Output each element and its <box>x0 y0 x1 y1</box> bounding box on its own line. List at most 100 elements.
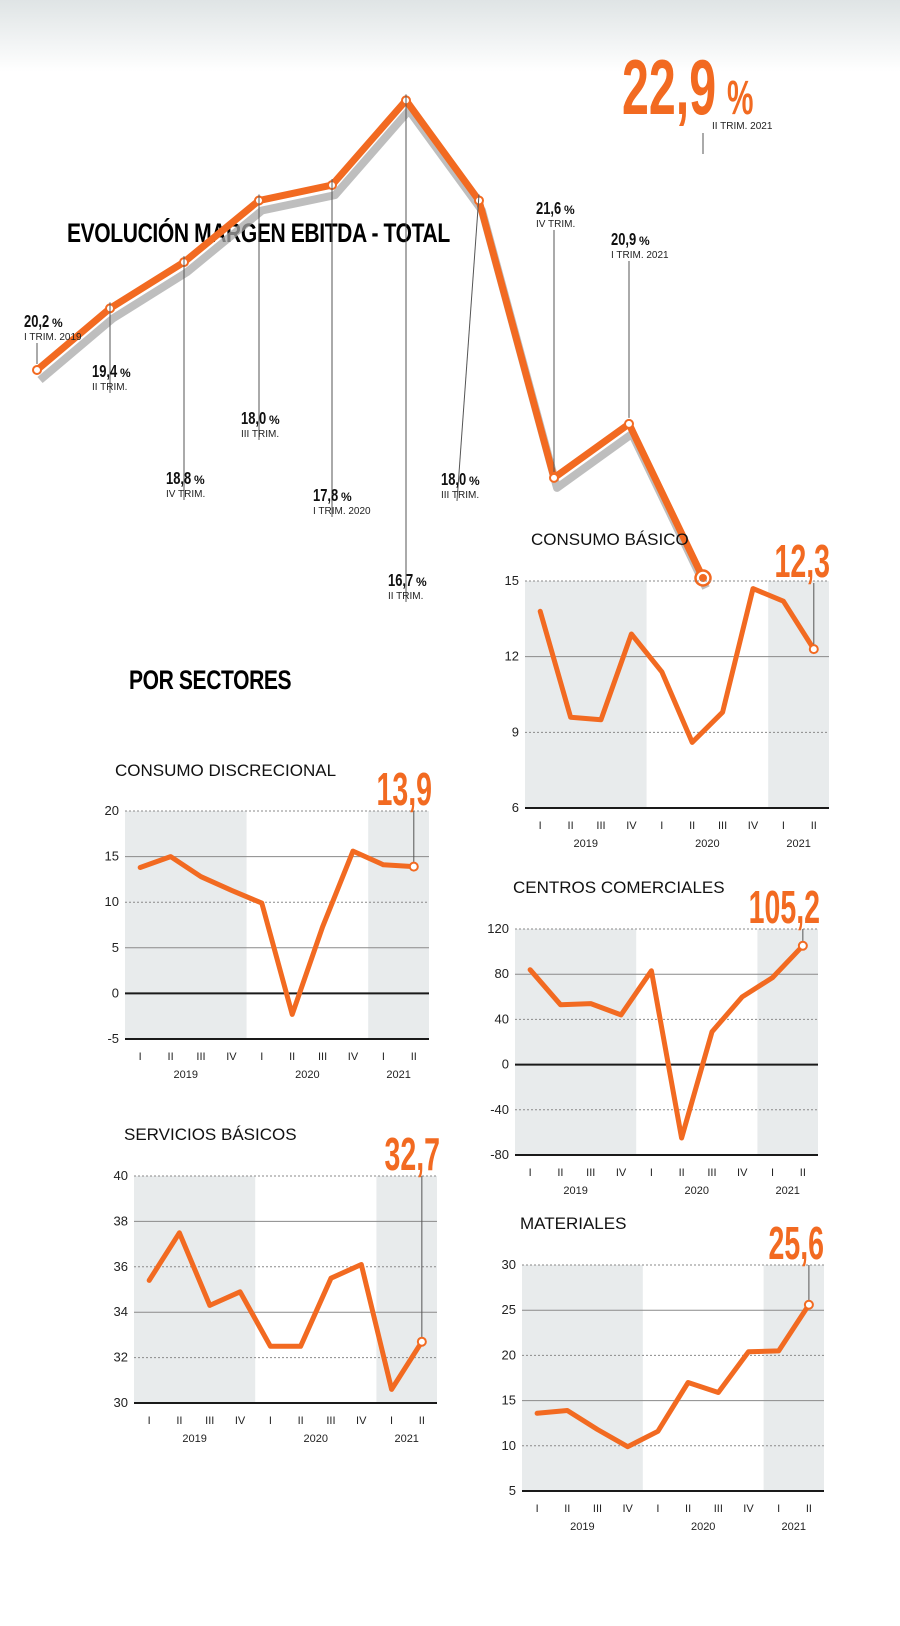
y-tick-label: -80 <box>490 1147 509 1162</box>
x-tick-label: IV <box>626 820 637 832</box>
year-label: 2020 <box>695 838 719 850</box>
y-tick-label: 15 <box>105 849 119 864</box>
x-tick-label: I <box>777 1503 780 1515</box>
point-label: IV TRIM. <box>166 489 205 500</box>
y-tick-label: 6 <box>512 800 519 815</box>
shade-band-2019 <box>522 1265 643 1491</box>
year-label: 2020 <box>691 1521 715 1533</box>
x-tick-label: II <box>411 1051 417 1063</box>
chart-title: SERVICIOS BÁSICOS <box>124 1125 297 1144</box>
highlight-value: 32,7 <box>384 1129 440 1181</box>
x-tick-label: II <box>557 1167 563 1179</box>
y-tick-label: -5 <box>107 1031 119 1046</box>
chart-title: CONSUMO DISCRECIONAL <box>115 761 336 780</box>
highlight-point <box>416 1336 427 1347</box>
y-tick-label: 20 <box>502 1347 516 1362</box>
chart-title: CONSUMO BÁSICO <box>531 530 689 549</box>
y-tick-label: 5 <box>509 1483 516 1498</box>
y-tick-label: 15 <box>502 1393 516 1408</box>
y-tick-label: 10 <box>105 894 119 909</box>
x-tick-label: IV <box>348 1051 359 1063</box>
highlight-value: 25,6 <box>768 1218 824 1270</box>
point-value: 18,0 <box>241 409 266 429</box>
point-label: IV TRIM. <box>536 219 575 230</box>
year-label: 2019 <box>574 838 598 850</box>
highlight-value: 105,2 <box>749 882 820 934</box>
main-series-line <box>34 96 707 580</box>
point-value-unit: % <box>341 490 352 504</box>
x-tick-label: I <box>536 1503 539 1515</box>
year-label: 2019 <box>182 1433 206 1445</box>
x-tick-label: IV <box>737 1167 748 1179</box>
year-label: 2021 <box>386 1069 410 1081</box>
y-tick-label: -40 <box>490 1102 509 1117</box>
x-tick-label: II <box>168 1051 174 1063</box>
x-tick-label: I <box>660 820 663 832</box>
x-tick-label: II <box>289 1051 295 1063</box>
x-tick-label: III <box>196 1051 205 1063</box>
x-tick-label: IV <box>226 1051 237 1063</box>
year-label: 2021 <box>782 1521 806 1533</box>
year-label: 2021 <box>786 838 810 850</box>
point-value-unit: % <box>194 473 205 487</box>
y-tick-label: 40 <box>114 1168 128 1183</box>
x-tick-label: III <box>205 1415 214 1427</box>
x-tick-label: IV <box>622 1503 633 1515</box>
point-value: 17,8 <box>313 486 338 506</box>
series-line <box>137 848 417 1017</box>
x-tick-label: IV <box>235 1415 246 1427</box>
main-point-highlight-dot <box>699 574 707 582</box>
x-tick-label: II <box>811 820 817 832</box>
x-tick-label: III <box>718 820 727 832</box>
shade-band-2021 <box>768 581 829 808</box>
y-tick-label: 34 <box>114 1304 128 1319</box>
series-line <box>534 1302 812 1450</box>
top-gradient-band <box>0 0 900 72</box>
point-value: 18,8 <box>166 469 191 489</box>
x-tick-label: II <box>568 820 574 832</box>
point-label: III TRIM. <box>241 429 279 440</box>
point-label: I TRIM. 2020 <box>313 506 371 517</box>
x-tick-label: III <box>593 1503 602 1515</box>
y-tick-label: 25 <box>502 1302 516 1317</box>
x-tick-label: II <box>800 1167 806 1179</box>
point-value: 20,9 <box>611 230 636 250</box>
point-value: 20,2 <box>24 312 49 332</box>
point-value-unit: % <box>269 413 280 427</box>
shade-band-2021 <box>763 1265 824 1491</box>
x-tick-label: IV <box>748 820 759 832</box>
x-tick-label: II <box>176 1415 182 1427</box>
x-tick-label: IV <box>743 1503 754 1515</box>
x-tick-label: I <box>529 1167 532 1179</box>
x-tick-label: I <box>390 1415 393 1427</box>
point-value-unit: % <box>639 234 650 248</box>
x-tick-label: I <box>260 1051 263 1063</box>
point-value: 19,4 <box>92 362 117 382</box>
y-tick-label: 10 <box>502 1438 516 1453</box>
point-label: II TRIM. <box>388 591 423 602</box>
shade-band-2021 <box>368 811 429 1039</box>
x-tick-label: II <box>685 1503 691 1515</box>
x-tick-label: I <box>139 1051 142 1063</box>
series-line <box>527 943 806 1141</box>
main-point <box>549 472 559 483</box>
x-tick-label: I <box>148 1415 151 1427</box>
y-tick-label: 30 <box>114 1395 128 1410</box>
shade-band-2021 <box>757 929 818 1155</box>
point-label: I TRIM. 2021 <box>611 250 669 261</box>
x-tick-label: III <box>326 1415 335 1427</box>
highlight-point <box>408 861 419 872</box>
main-point <box>32 365 42 375</box>
y-tick-label: 32 <box>114 1350 128 1365</box>
x-tick-label: IV <box>616 1167 627 1179</box>
highlight-value: 22,9 <box>622 43 716 131</box>
sectors-title: POR SECTORES <box>129 666 291 696</box>
year-label: 2019 <box>570 1521 594 1533</box>
highlight-point <box>808 644 819 655</box>
point-value: 18,0 <box>441 470 466 490</box>
